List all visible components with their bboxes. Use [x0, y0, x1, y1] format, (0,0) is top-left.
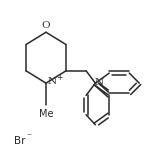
Text: ⁻: ⁻: [27, 132, 32, 142]
Text: N: N: [48, 77, 57, 86]
Text: Br: Br: [14, 136, 26, 146]
Text: N: N: [95, 78, 104, 87]
Text: +: +: [56, 73, 62, 82]
Text: O: O: [41, 21, 49, 30]
Text: Me: Me: [39, 109, 53, 119]
